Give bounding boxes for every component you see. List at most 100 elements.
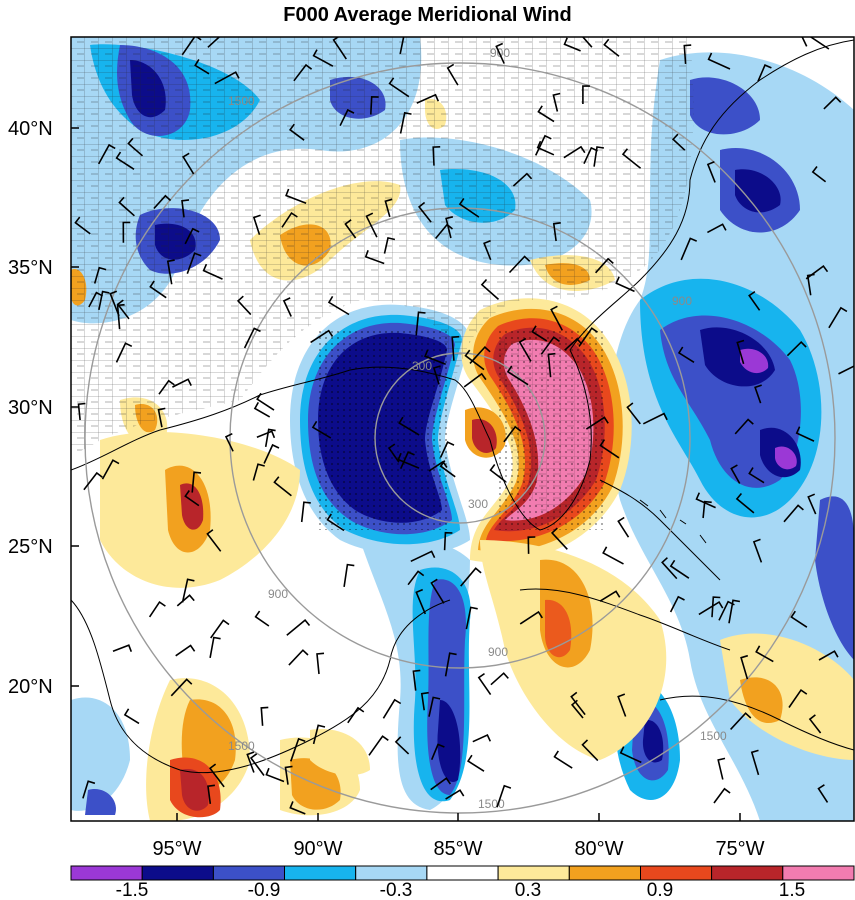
wind-barb (398, 416, 420, 436)
wind-barb (399, 111, 412, 134)
wind-barb (388, 77, 410, 98)
wind-barb (316, 652, 325, 675)
wind-barb (570, 699, 584, 719)
wind-barb (547, 352, 556, 378)
wind-barb (399, 451, 415, 470)
wind-barb (626, 402, 641, 425)
wind-barb (735, 492, 755, 514)
wind-barb (288, 123, 305, 141)
wind-barb (537, 105, 555, 123)
colorbar-swatch (355, 865, 428, 881)
wind-barb (683, 44, 692, 64)
wind-barb (416, 93, 440, 104)
wind-barb (603, 38, 620, 57)
wind-barb (434, 223, 454, 240)
wind-barb (339, 108, 355, 127)
wind-barb (370, 95, 379, 115)
wind-barb (680, 237, 698, 261)
wind-barb (730, 464, 741, 484)
wind-barb (527, 536, 536, 554)
wind-barb (209, 636, 221, 659)
colorbar-label: 0.9 (647, 880, 673, 900)
wind-barb (182, 152, 195, 175)
wind-barb (707, 223, 727, 234)
range-ring-1500 (84, 62, 836, 814)
wind-barb (123, 708, 140, 725)
wind-barb (415, 311, 426, 336)
wind-barb (458, 197, 480, 218)
wind-barb (711, 596, 721, 618)
wind-barb (224, 432, 234, 452)
wind-barb (206, 529, 222, 552)
wind-barb (98, 290, 110, 311)
wind-barb (290, 737, 306, 762)
wind-barb (253, 402, 271, 418)
wind-barb (552, 222, 561, 242)
wind-barb (755, 645, 774, 663)
wind-barb (464, 349, 485, 371)
wind-barb (175, 644, 196, 657)
wind-barb (157, 407, 166, 428)
wind-barb (595, 257, 614, 274)
wind-barb (583, 146, 598, 165)
wind-barb (118, 196, 135, 217)
wind-barb (795, 426, 815, 442)
wind-barb (365, 212, 378, 238)
colorbar-swatch (497, 865, 570, 881)
wind-barb (311, 420, 332, 439)
wind-barb (443, 531, 453, 551)
wind-barb (553, 750, 573, 769)
wind-barb (202, 263, 223, 280)
wind-barb (783, 504, 804, 523)
wind-barb (480, 278, 500, 300)
colorbar (70, 865, 855, 881)
wind-barb (617, 516, 630, 538)
county-boundaries (71, 37, 694, 455)
wind-barb (617, 693, 627, 717)
wind-barb (236, 295, 252, 316)
wind-barb (158, 379, 175, 395)
wind-barb (256, 392, 275, 411)
wind-barb (256, 430, 276, 439)
wind-barb (249, 753, 265, 776)
lon-label-90w: 90°W (293, 838, 342, 860)
wind-barb (263, 443, 280, 464)
wind-barb (469, 345, 491, 364)
lat-label-25n: 25°N (8, 536, 53, 558)
wind-barb (671, 133, 686, 151)
wind-barb (463, 372, 487, 388)
wind-barb (83, 471, 103, 491)
range-rings (84, 62, 836, 814)
colorbar-swatch (284, 865, 357, 881)
wind-barb (285, 188, 307, 204)
wind-barb (734, 418, 754, 435)
wind-barb (717, 757, 726, 780)
wind-barb (818, 650, 839, 661)
wind-barb (490, 672, 509, 686)
wind-barb (736, 339, 745, 365)
colorbar-label: -0.9 (248, 880, 281, 900)
ring-label: 900 (488, 645, 508, 659)
wind-barb (347, 706, 365, 724)
wind-barb (752, 538, 763, 563)
wind-barb (428, 696, 441, 717)
wind-barb (284, 765, 293, 785)
wind-barb (552, 92, 561, 112)
wind-barb (252, 463, 265, 481)
wind-barb (698, 600, 724, 616)
wind-barb (210, 619, 230, 639)
wind-barb (116, 299, 130, 320)
wind-barb (750, 749, 760, 776)
wind-barb (811, 166, 827, 183)
wind-barb (702, 500, 712, 519)
lat-label-30n: 30°N (8, 397, 53, 419)
wind-barb (397, 452, 420, 469)
wind-barb (477, 672, 492, 696)
wind-barb (466, 754, 485, 772)
colorbar-swatch (70, 865, 143, 881)
wind-barb (730, 712, 752, 730)
wind-barb (563, 37, 581, 52)
wind-barb (465, 606, 478, 630)
colorbar-swatch (711, 865, 784, 881)
